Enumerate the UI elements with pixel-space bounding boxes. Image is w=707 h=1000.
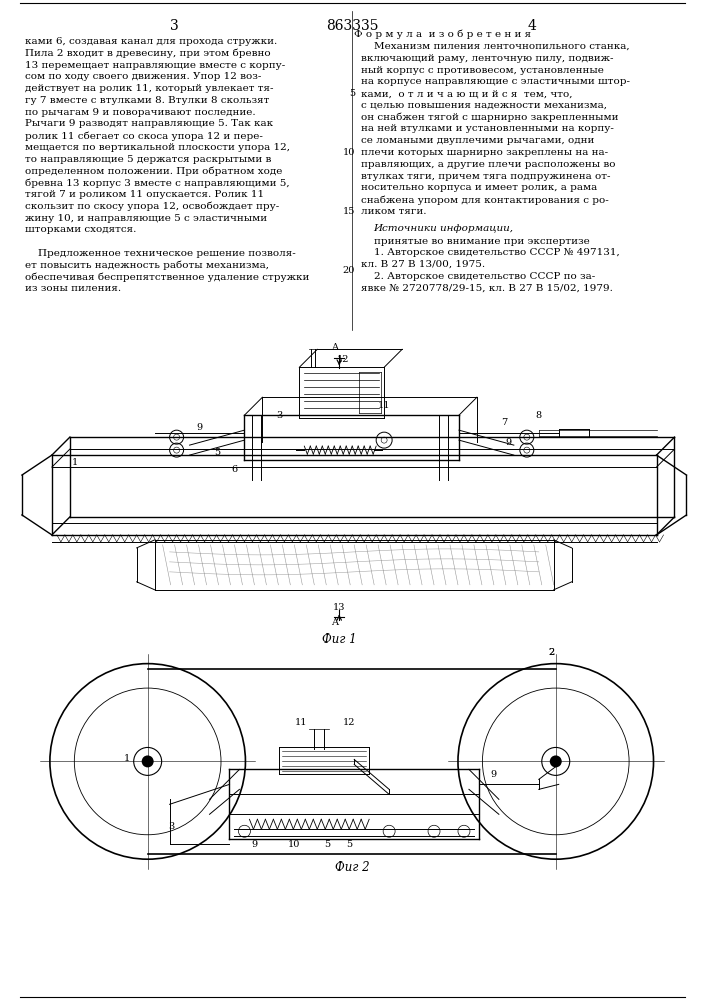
Text: гу 7 вместе с втулками 8. Втулки 8 скользят: гу 7 вместе с втулками 8. Втулки 8 сколь… (25, 96, 269, 105)
Text: 3: 3 (276, 411, 283, 420)
Text: с целью повышения надежности механизма,: с целью повышения надежности механизма, (361, 101, 607, 110)
Text: принятые во внимание при экспертизе: принятые во внимание при экспертизе (361, 237, 590, 246)
Text: 12: 12 (337, 355, 349, 364)
Text: сом по ходу своего движения. Упор 12 воз-: сом по ходу своего движения. Упор 12 воз… (25, 72, 262, 81)
Text: тягой 7 и роликом 11 опускается. Ролик 11: тягой 7 и роликом 11 опускается. Ролик 1… (25, 190, 264, 199)
Text: по рычагам 9 и поворачивают последние.: по рычагам 9 и поворачивают последние. (25, 108, 255, 117)
Text: 2: 2 (549, 648, 555, 657)
Text: Фиг 2: Фиг 2 (335, 861, 370, 874)
Text: жину 10, и направляющие 5 с эластичными: жину 10, и направляющие 5 с эластичными (25, 214, 267, 223)
Text: то направляющие 5 держатся раскрытыми в: то направляющие 5 держатся раскрытыми в (25, 155, 271, 164)
Text: скользит по скосу упора 12, освобождает пру-: скользит по скосу упора 12, освобождает … (25, 202, 279, 211)
Text: включающий раму, ленточную пилу, подвиж-: включающий раму, ленточную пилу, подвиж- (361, 54, 614, 63)
Circle shape (542, 747, 570, 775)
Text: ролик 11 сбегает со скоса упора 12 и пере-: ролик 11 сбегает со скоса упора 12 и пер… (25, 131, 263, 141)
Text: бревна 13 корпус 3 вместе с направляющими 5,: бревна 13 корпус 3 вместе с направляющим… (25, 178, 290, 188)
Text: из зоны пиления.: из зоны пиления. (25, 284, 121, 293)
Circle shape (141, 755, 153, 767)
Text: Механизм пиления ленточнопильного станка,: Механизм пиления ленточнопильного станка… (361, 42, 630, 51)
Text: 2. Авторское свидетельство СССР по за-: 2. Авторское свидетельство СССР по за- (361, 272, 595, 281)
Text: ный корпус с противовесом, установленные: ный корпус с противовесом, установленные (361, 66, 604, 75)
Text: 5: 5 (349, 89, 355, 98)
Text: 9: 9 (491, 770, 497, 779)
Text: A: A (331, 343, 338, 352)
Text: Источники информации,: Источники информации, (373, 224, 513, 233)
Text: обеспечивая беспрепятственное удаление стружки: обеспечивая беспрепятственное удаление с… (25, 273, 310, 282)
Text: 15: 15 (343, 207, 355, 216)
Text: се ломаными двуплечими рычагами, одни: се ломаными двуплечими рычагами, одни (361, 136, 595, 145)
Text: 3: 3 (168, 822, 175, 831)
Text: 1. Авторское свидетельство СССР № 497131,: 1. Авторское свидетельство СССР № 497131… (361, 248, 620, 257)
Text: 10: 10 (343, 148, 355, 157)
Circle shape (550, 755, 562, 767)
Text: 13 перемещает направляющие вместе с корпу-: 13 перемещает направляющие вместе с корп… (25, 61, 285, 70)
Text: Пила 2 входит в древесину, при этом бревно: Пила 2 входит в древесину, при этом брев… (25, 49, 271, 58)
Text: 11: 11 (378, 401, 390, 410)
Text: правляющих, а другие плечи расположены во: правляющих, а другие плечи расположены в… (361, 160, 616, 169)
Text: 4: 4 (527, 19, 536, 33)
Text: 8: 8 (551, 757, 558, 766)
Text: плечи которых шарнирно закреплены на на-: плечи которых шарнирно закреплены на на- (361, 148, 608, 157)
Text: втулках тяги, причем тяга подпружинена от-: втулках тяги, причем тяга подпружинена о… (361, 172, 611, 181)
Text: Предложенное техническое решение позволя-: Предложенное техническое решение позволя… (25, 249, 296, 258)
Text: определенном положении. При обратном ходе: определенном положении. При обратном ход… (25, 167, 282, 176)
Text: 20: 20 (343, 266, 355, 275)
Text: 12: 12 (343, 718, 356, 727)
Text: 11: 11 (295, 718, 308, 727)
Text: на ней втулками и установленными на корпу-: на ней втулками и установленными на корп… (361, 124, 614, 133)
Text: A: A (331, 618, 338, 627)
Text: 3: 3 (170, 19, 179, 33)
Text: 1: 1 (71, 458, 78, 467)
Circle shape (134, 747, 162, 775)
Text: мещается по вертикальной плоскости упора 12,: мещается по вертикальной плоскости упора… (25, 143, 290, 152)
Text: 2: 2 (549, 648, 555, 657)
Text: 13: 13 (333, 603, 346, 612)
Text: 10: 10 (288, 840, 300, 849)
Text: ками 6, создавая канал для прохода стружки.: ками 6, создавая канал для прохода струж… (25, 37, 277, 46)
Text: 9: 9 (197, 423, 203, 432)
Text: он снабжен тягой с шарнирно закрепленными: он снабжен тягой с шарнирно закрепленным… (361, 113, 619, 122)
Text: Ф о р м у л а  и з о б р е т е н и я: Ф о р м у л а и з о б р е т е н и я (354, 29, 532, 39)
Text: 8: 8 (536, 411, 542, 420)
Text: 5: 5 (346, 840, 352, 849)
Text: действует на ролик 11, который увлекает тя-: действует на ролик 11, который увлекает … (25, 84, 274, 93)
Text: 7: 7 (501, 418, 507, 427)
Text: ет повысить надежность работы механизма,: ет повысить надежность работы механизма, (25, 261, 269, 270)
Text: снабжена упором для контактирования с ро-: снабжена упором для контактирования с ро… (361, 195, 609, 205)
Text: Фиг 1: Фиг 1 (322, 633, 356, 646)
Text: шторками сходятся.: шторками сходятся. (25, 225, 136, 234)
Text: ками,  о т л и ч а ю щ и й с я  тем, что,: ками, о т л и ч а ю щ и й с я тем, что, (361, 89, 573, 98)
Text: Рычаги 9 разводят направляющие 5. Так как: Рычаги 9 разводят направляющие 5. Так ка… (25, 119, 273, 128)
Text: явке № 2720778/29-15, кл. В 27 В 15/02, 1979.: явке № 2720778/29-15, кл. В 27 В 15/02, … (361, 284, 613, 293)
Text: 6: 6 (231, 465, 238, 474)
Text: носительно корпуса и имеет ролик, а рама: носительно корпуса и имеет ролик, а рама (361, 183, 597, 192)
Text: ликом тяги.: ликом тяги. (361, 207, 427, 216)
Text: на корпусе направляющие с эластичными штор-: на корпусе направляющие с эластичными шт… (361, 77, 630, 86)
Text: 5: 5 (325, 840, 330, 849)
Text: 5: 5 (214, 448, 221, 457)
Text: 9: 9 (252, 840, 257, 849)
Text: 9: 9 (506, 438, 512, 447)
Text: 1: 1 (124, 754, 129, 763)
Text: 863335: 863335 (326, 19, 378, 33)
Text: кл. В 27 В 13/00, 1975.: кл. В 27 В 13/00, 1975. (361, 260, 485, 269)
